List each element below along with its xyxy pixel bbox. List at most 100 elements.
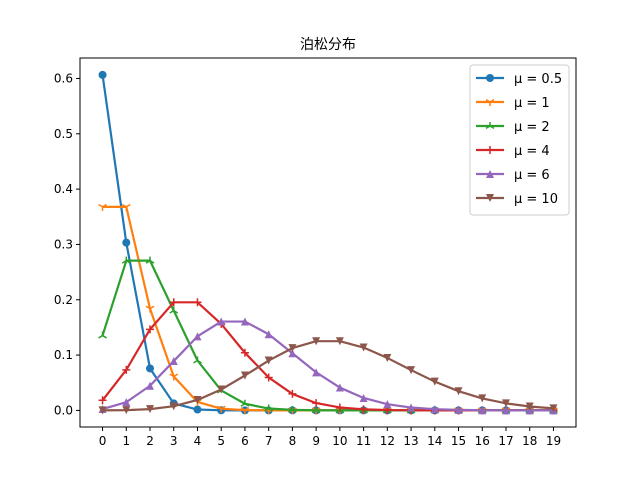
data-point	[288, 349, 297, 358]
x-tick-label: 0	[99, 434, 107, 448]
x-tick-label: 6	[241, 434, 249, 448]
data-point	[312, 399, 321, 408]
x-tick-label: 19	[546, 434, 561, 448]
x-tick-label: 15	[451, 434, 466, 448]
y-tick-label: 0.1	[54, 348, 73, 362]
y-axis: 0.0 0.1 0.2 0.3 0.4 0.5 0.6	[54, 71, 80, 417]
x-tick-label: 12	[380, 434, 395, 448]
data-point	[121, 256, 131, 264]
x-tick-label: 17	[498, 434, 513, 448]
x-tick-label: 11	[356, 434, 371, 448]
x-tick-label: 1	[122, 434, 130, 448]
legend-item: μ = 10	[476, 192, 558, 207]
legend: μ = 0.5 μ = 1 μ = 2 μ = 4 μ = 6 μ = 10	[469, 64, 570, 216]
data-point	[240, 348, 249, 357]
data-point	[98, 396, 107, 405]
legend-label: μ = 4	[514, 144, 550, 159]
data-point	[288, 344, 297, 353]
data-point	[264, 356, 273, 365]
legend-label: μ = 1	[514, 96, 550, 111]
legend-item: μ = 2	[476, 120, 550, 135]
data-point	[146, 381, 155, 390]
axes-frame	[79, 57, 577, 428]
data-point	[98, 406, 107, 415]
y-tick-label: 0.3	[54, 237, 73, 251]
data-point	[383, 400, 392, 409]
data-point	[145, 256, 155, 264]
data-point	[359, 405, 368, 414]
x-tick-label: 7	[265, 434, 273, 448]
data-point	[264, 330, 273, 339]
data-point	[98, 203, 107, 211]
x-tick-label: 13	[403, 434, 418, 448]
legend-marker	[486, 146, 494, 154]
data-point	[430, 405, 439, 414]
series-5	[98, 337, 558, 415]
data-point	[145, 305, 155, 313]
data-point	[478, 406, 487, 415]
x-axis: 0 1 2 3 4 5 6 7 8 9 10 11 12 13 14 15 16 17 18 19	[99, 427, 561, 448]
data-point	[122, 365, 131, 374]
legend-item: μ = 4	[476, 144, 550, 159]
data-point	[501, 406, 510, 415]
data-point	[146, 325, 155, 334]
data-point	[454, 405, 463, 414]
data-point	[146, 405, 155, 414]
data-point	[217, 317, 226, 326]
data-point	[240, 407, 250, 415]
data-point	[240, 399, 250, 407]
data-point	[335, 403, 344, 412]
data-point	[549, 404, 558, 413]
data-point	[193, 298, 202, 307]
legend-item: μ = 6	[476, 168, 550, 183]
x-tick-label: 4	[194, 434, 202, 448]
x-tick-label: 18	[522, 434, 537, 448]
data-point	[264, 404, 274, 412]
x-tick-label: 5	[217, 434, 225, 448]
data-point	[288, 405, 297, 413]
data-point	[98, 331, 107, 339]
data-point	[383, 353, 392, 362]
legend-marker	[486, 170, 494, 178]
data-point	[359, 393, 368, 402]
data-point	[217, 385, 226, 394]
data-point	[122, 406, 131, 415]
data-point	[264, 373, 273, 382]
data-point	[430, 377, 439, 386]
data-point	[169, 298, 178, 307]
y-tick-label: 0.4	[54, 182, 73, 196]
y-tick-label: 0.6	[54, 71, 73, 85]
x-tick-label: 16	[475, 434, 490, 448]
data-point	[312, 368, 321, 377]
data-point	[525, 402, 534, 411]
data-point	[122, 398, 131, 407]
x-tick-label: 9	[312, 434, 320, 448]
data-point	[98, 70, 107, 79]
data-point	[193, 356, 202, 364]
legend-marker	[485, 98, 495, 106]
plot-area	[98, 70, 558, 415]
data-point	[169, 402, 178, 411]
y-tick-label: 0.5	[54, 127, 73, 141]
data-point	[121, 203, 131, 211]
data-point	[407, 366, 416, 375]
x-tick-label: 10	[332, 434, 347, 448]
legend-marker	[486, 194, 494, 202]
chart-title: 泊松分布	[300, 37, 356, 53]
x-tick-label: 3	[170, 434, 178, 448]
data-point	[240, 317, 249, 326]
data-point	[288, 389, 297, 398]
legend-marker	[486, 74, 494, 82]
legend-label: μ = 6	[514, 168, 550, 183]
data-point	[146, 364, 155, 373]
data-point	[193, 395, 202, 404]
data-point	[240, 371, 249, 380]
data-point	[312, 337, 321, 346]
data-point	[478, 394, 487, 403]
legend-label: μ = 2	[514, 120, 550, 135]
data-point	[169, 306, 179, 314]
y-tick-label: 0.0	[54, 403, 73, 417]
data-point	[169, 357, 178, 366]
data-point	[122, 238, 131, 247]
x-tick-label: 8	[289, 434, 297, 448]
